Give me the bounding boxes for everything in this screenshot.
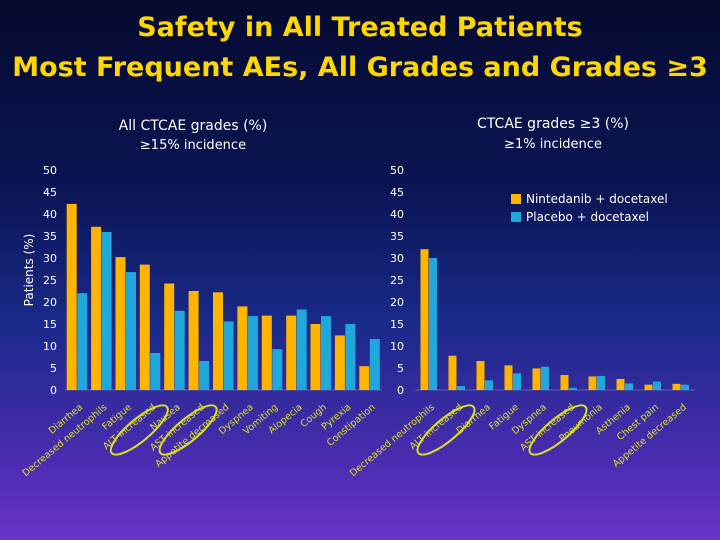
chart2-bar-nintedanib-docetaxel-fatigue [504, 365, 513, 390]
chart2-ytick-5: 5 [397, 362, 404, 375]
chart2-ytick-0: 0 [397, 384, 404, 397]
chart2-bar-placebo-docetaxel-fatigue [513, 373, 521, 390]
chart2-bar-nintedanib-docetaxel-pneumonia [588, 376, 597, 390]
chart2-bar-placebo-docetaxel-decreased-neutrophils [429, 258, 437, 390]
chart1-bar-placebo-docetaxel-cough [321, 316, 331, 390]
chart1-ytick-20: 20 [43, 296, 57, 309]
chart1-ytick-15: 15 [43, 318, 57, 331]
chart1-ytick-50: 50 [43, 164, 57, 177]
chart1-ytick-5: 5 [50, 362, 57, 375]
slide-title-line-2: Most Frequent AEs, All Grades and Grades… [12, 52, 708, 83]
chart2-bar-placebo-docetaxel-chest-pain [653, 381, 661, 390]
chart2-bar-nintedanib-docetaxel-chest-pain [644, 384, 653, 390]
chart1-bar-placebo-docetaxel-nausea [174, 310, 185, 390]
y-axis-label: Patients (%) [22, 234, 36, 307]
chart1-ytick-30: 30 [43, 252, 57, 265]
chart1-bar-placebo-docetaxel-constipation [369, 339, 380, 390]
chart2-ytick-40: 40 [390, 208, 404, 221]
chart2-bar-placebo-docetaxel-dyspnea [541, 366, 549, 390]
chart1-ytick-40: 40 [43, 208, 57, 221]
chart1-bar-nintedanib-docetaxel-alt-increased [139, 264, 150, 390]
chart2-bar-placebo-docetaxel-appetite-decreased [681, 384, 689, 390]
chart1-bar-placebo-docetaxel-alopecia [296, 309, 307, 390]
chart2-ytick-50: 50 [390, 164, 404, 177]
chart2-bar-placebo-docetaxel-diarrhea [485, 380, 493, 390]
chart1-highlight-ast-increased [158, 404, 218, 456]
chart1-ytick-0: 0 [50, 384, 57, 397]
chart2-bar-nintedanib-docetaxel-decreased-neutrophils [420, 249, 429, 390]
chart1-ytick-35: 35 [43, 230, 57, 243]
legend-swatch-placebo-docetaxel [511, 212, 521, 222]
chart2-highlight-alt-increased [416, 404, 476, 456]
chart2-subtitle: ≥1% incidence [504, 137, 602, 152]
chart1-bar-placebo-docetaxel-vomiting [272, 349, 283, 390]
chart2-bar-placebo-docetaxel-alt-increased [457, 386, 465, 390]
chart2-ytick-25: 25 [390, 274, 404, 287]
chart2-bar-nintedanib-docetaxel-dyspnea [532, 368, 541, 390]
chart1-subtitle: ≥15% incidence [140, 138, 246, 153]
chart2-bar-placebo-docetaxel-pneumonia [597, 375, 605, 390]
legend-label-placebo-docetaxel: Placebo + docetaxel [526, 210, 649, 224]
chart2-ytick-30: 30 [390, 252, 404, 265]
chart1-bar-placebo-docetaxel-diarrhea [77, 293, 88, 390]
chart1-bar-nintedanib-docetaxel-fatigue [115, 257, 126, 390]
chart2-bar-nintedanib-docetaxel-diarrhea [476, 361, 485, 390]
chart1-ytick-10: 10 [43, 340, 57, 353]
chart1-ytick-25: 25 [43, 274, 57, 287]
chart1-bar-nintedanib-docetaxel-vomiting [261, 315, 272, 390]
chart1-bar-placebo-docetaxel-pyrexia [345, 324, 356, 390]
chart2-bar-nintedanib-docetaxel-alt-increased [448, 355, 457, 390]
chart1-bar-nintedanib-docetaxel-decreased-neutrophils [91, 226, 102, 390]
chart2-ytick-15: 15 [390, 318, 404, 331]
chart1-bar-nintedanib-docetaxel-alopecia [286, 315, 297, 390]
chart2-bar-placebo-docetaxel-asthenia [625, 383, 633, 390]
chart1-bar-placebo-docetaxel-ast-increased [199, 361, 210, 390]
chart1-bar-placebo-docetaxel-alt-increased [150, 353, 161, 390]
chart1-bar-placebo-docetaxel-decreased-neutrophils [101, 232, 112, 390]
slide-title-line-1: Safety in All Treated Patients [137, 12, 583, 43]
chart1-ytick-45: 45 [43, 186, 57, 199]
chart2-ytick-35: 35 [390, 230, 404, 243]
chart2-ytick-20: 20 [390, 296, 404, 309]
chart2-ytick-10: 10 [390, 340, 404, 353]
chart1-bar-placebo-docetaxel-fatigue [126, 272, 136, 390]
chart1-bar-nintedanib-docetaxel-nausea [164, 283, 175, 390]
chart1-bar-placebo-docetaxel-dyspnea [247, 316, 258, 390]
chart1-bar-nintedanib-docetaxel-ast-increased [188, 291, 199, 390]
chart2-bar-nintedanib-docetaxel-ast-increased [560, 375, 569, 390]
chart1-bar-nintedanib-docetaxel-pyrexia [334, 335, 345, 390]
chart1-bar-nintedanib-docetaxel-cough [310, 324, 321, 390]
chart1-title: All CTCAE grades (%) [119, 118, 268, 134]
chart2-title: CTCAE grades ≥3 (%) [477, 116, 629, 132]
chart2-highlight-ast-increased [528, 404, 588, 456]
chart2-ytick-45: 45 [390, 186, 404, 199]
chart1-bar-nintedanib-docetaxel-constipation [359, 366, 370, 390]
chart1-bar-nintedanib-docetaxel-dyspnea [237, 306, 248, 390]
chart2-bar-placebo-docetaxel-ast-increased [569, 387, 577, 390]
legend-label-nintedanib-docetaxel: Nintedanib + docetaxel [526, 192, 668, 206]
chart1-highlight-alt-increased [109, 404, 169, 456]
chart1-bar-nintedanib-docetaxel-appetite-decreased [213, 292, 223, 390]
chart2-bar-nintedanib-docetaxel-appetite-decreased [672, 383, 681, 390]
legend-swatch-nintedanib-docetaxel [511, 194, 521, 204]
chart1-bar-nintedanib-docetaxel-diarrhea [66, 203, 77, 390]
chart2-bar-nintedanib-docetaxel-asthenia [616, 379, 625, 390]
chart1-bar-placebo-docetaxel-appetite-decreased [223, 321, 234, 390]
